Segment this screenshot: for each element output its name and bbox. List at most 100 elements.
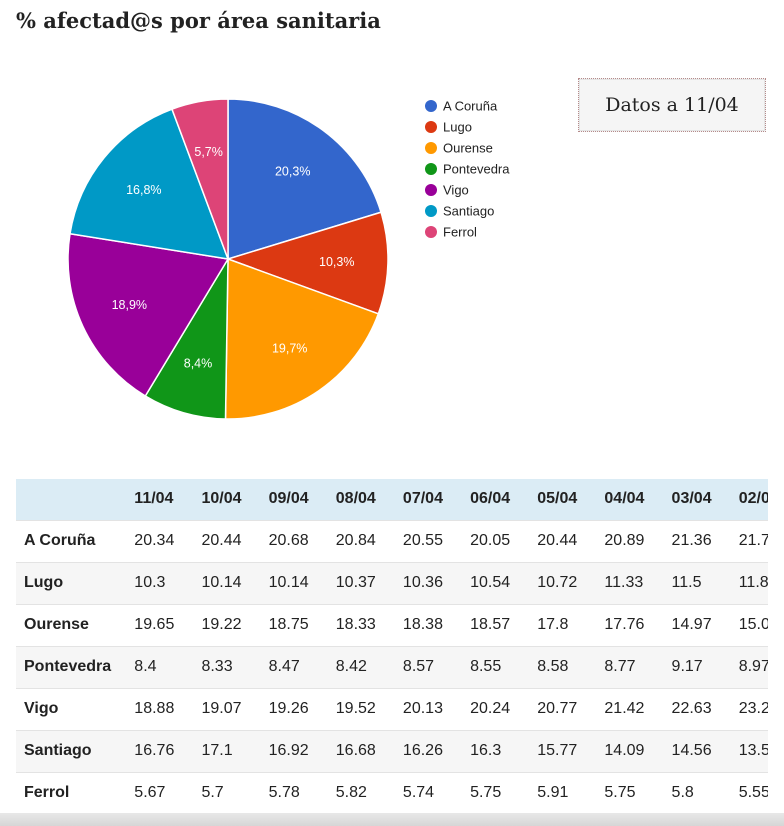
column-header: 02/04 — [738, 490, 768, 508]
column-header: 03/04 — [671, 490, 712, 508]
pie-slice-santiago — [69, 108, 230, 260]
table-cell: 10.37 — [335, 574, 376, 591]
table-cell: 5.91 — [537, 784, 569, 802]
table-row: Vigo 18.88 19.07 19.26 19.52 20.13 20.24 20.77 2… — [16, 688, 768, 730]
table-cell: 8.33 — [201, 658, 233, 675]
pie-slice-pontevedra — [144, 256, 229, 420]
pie-slice-label: 8,4% — [184, 357, 213, 371]
row-header: Vigo — [24, 700, 59, 717]
table-cell: 8.55 — [470, 658, 502, 675]
legend-label: Vigo — [443, 183, 469, 198]
table-cell: 13.5 — [738, 742, 768, 759]
legend-swatch — [425, 205, 437, 217]
table-cell: 23.2 — [738, 700, 768, 717]
legend-swatch — [425, 142, 437, 154]
pie-slice-vigo — [67, 232, 230, 398]
table-cell: 8.57 — [402, 658, 435, 675]
legend-label: Lugo — [443, 120, 472, 135]
legend-swatch — [425, 163, 437, 175]
table-cell: 18.33 — [335, 616, 376, 633]
table-cell: 20.24 — [470, 700, 511, 717]
page-title: % afectad@s por área sanitaria — [16, 8, 381, 33]
table-cell: 22.63 — [671, 700, 712, 717]
table-cell: 20.84 — [335, 532, 376, 549]
legend-label: Ferrol — [443, 225, 477, 240]
table-cell: 8.4 — [134, 658, 157, 675]
legend-label: Santiago — [443, 204, 494, 219]
table-cell: 10.72 — [537, 574, 578, 591]
column-header: 04/04 — [604, 490, 645, 508]
table-cell: 5.67 — [134, 784, 166, 802]
pie-slice-label: 20,3% — [275, 165, 310, 179]
table-cell: 14.97 — [671, 616, 712, 633]
table-cell: 20.44 — [537, 532, 578, 549]
pie-labels: 20,3% 10,3% 19,7% 8,4% 18,9% 16,8% 5,7% — [112, 145, 355, 371]
table-cell: 10.14 — [268, 574, 309, 591]
row-header: Ferrol — [24, 784, 70, 802]
table-cell: 20.13 — [402, 700, 443, 717]
column-header: 07/04 — [402, 490, 443, 508]
data-table: 11/04 10/04 09/04 08/04 07/04 06/04 05/04 04/04… — [16, 479, 768, 813]
legend-label: Ourense — [443, 141, 493, 156]
column-header: 11/04 — [134, 490, 174, 508]
table-cell: 19.26 — [268, 700, 309, 717]
legend-label: Pontevedra — [443, 162, 510, 177]
table-cell: 5.82 — [335, 784, 367, 802]
table-cell: 18.88 — [134, 700, 175, 717]
table-cell: 8.42 — [335, 658, 367, 675]
table-cell: 18.38 — [402, 616, 443, 633]
pie-slice-label: 19,7% — [272, 342, 307, 356]
table-cell: 18.75 — [268, 616, 309, 633]
table-cell: 19.65 — [134, 616, 175, 633]
legend-swatch — [425, 184, 437, 196]
table-cell: 16.3 — [470, 742, 502, 759]
column-header: 10/04 — [201, 490, 242, 508]
row-header: A Coruña — [24, 532, 96, 549]
table-cell: 10.36 — [402, 574, 443, 591]
table-row: Santiago 16.76 17.1 16.92 16.68 16.26 16.3 15.7… — [16, 730, 768, 772]
table-cell: 19.07 — [201, 700, 242, 717]
pie-slice-ferrol — [171, 98, 229, 260]
pie-slice-a-coru-a — [227, 98, 382, 261]
table-cell: 20.55 — [402, 532, 443, 549]
table-cell: 17.1 — [201, 742, 233, 759]
table-cell: 5.55 — [738, 784, 768, 802]
table-cell: 15.77 — [537, 742, 578, 759]
table-cell: 8.97 — [738, 658, 768, 675]
table-cell: 16.92 — [268, 742, 309, 759]
data-table-container[interactable]: 11/04 10/04 09/04 08/04 07/04 06/04 05/04 04/04… — [16, 479, 768, 813]
pie-slice-label: 5,7% — [194, 145, 223, 159]
table-cell: 17.76 — [604, 616, 645, 633]
legend-swatch — [425, 121, 437, 133]
horizontal-scrollbar[interactable] — [0, 813, 784, 826]
table-cell: 14.09 — [604, 742, 645, 759]
table-cell: 10.3 — [134, 574, 166, 591]
pie-slice-label: 16,8% — [126, 183, 161, 197]
column-header: 05/04 — [537, 490, 578, 508]
table-cell: 5.74 — [402, 784, 435, 802]
pie-slice-lugo — [225, 211, 389, 315]
date-badge: Datos a 11/04 — [578, 78, 766, 132]
table-cell: 5.75 — [470, 784, 502, 802]
table-cell: 10.54 — [470, 574, 511, 591]
table-cell: 5.7 — [201, 784, 224, 802]
table-cell: 5.8 — [671, 784, 694, 802]
table-cell: 20.77 — [537, 700, 578, 717]
row-header: Ourense — [24, 616, 89, 633]
table-cell: 20.89 — [604, 532, 645, 549]
table-cell: 8.77 — [604, 658, 636, 675]
column-header: 09/04 — [268, 490, 309, 508]
table-cell: 16.68 — [335, 742, 376, 759]
row-header: Santiago — [24, 742, 92, 759]
table-cell: 21.42 — [604, 700, 645, 717]
table-cell: 15.07 — [738, 616, 768, 633]
pie-slice-label: 10,3% — [319, 255, 354, 269]
table-cell: 17.8 — [537, 616, 569, 633]
table-row: Lugo 10.3 10.14 10.14 10.37 10.36 10.54 10.72 11… — [16, 562, 768, 604]
table-cell: 21.36 — [671, 532, 712, 549]
table-cell: 16.26 — [402, 742, 443, 759]
table-cell: 5.75 — [604, 784, 636, 802]
legend-label: A Coruña — [443, 99, 498, 114]
pie-slice-label: 18,9% — [112, 298, 147, 312]
legend-swatch — [425, 226, 437, 238]
